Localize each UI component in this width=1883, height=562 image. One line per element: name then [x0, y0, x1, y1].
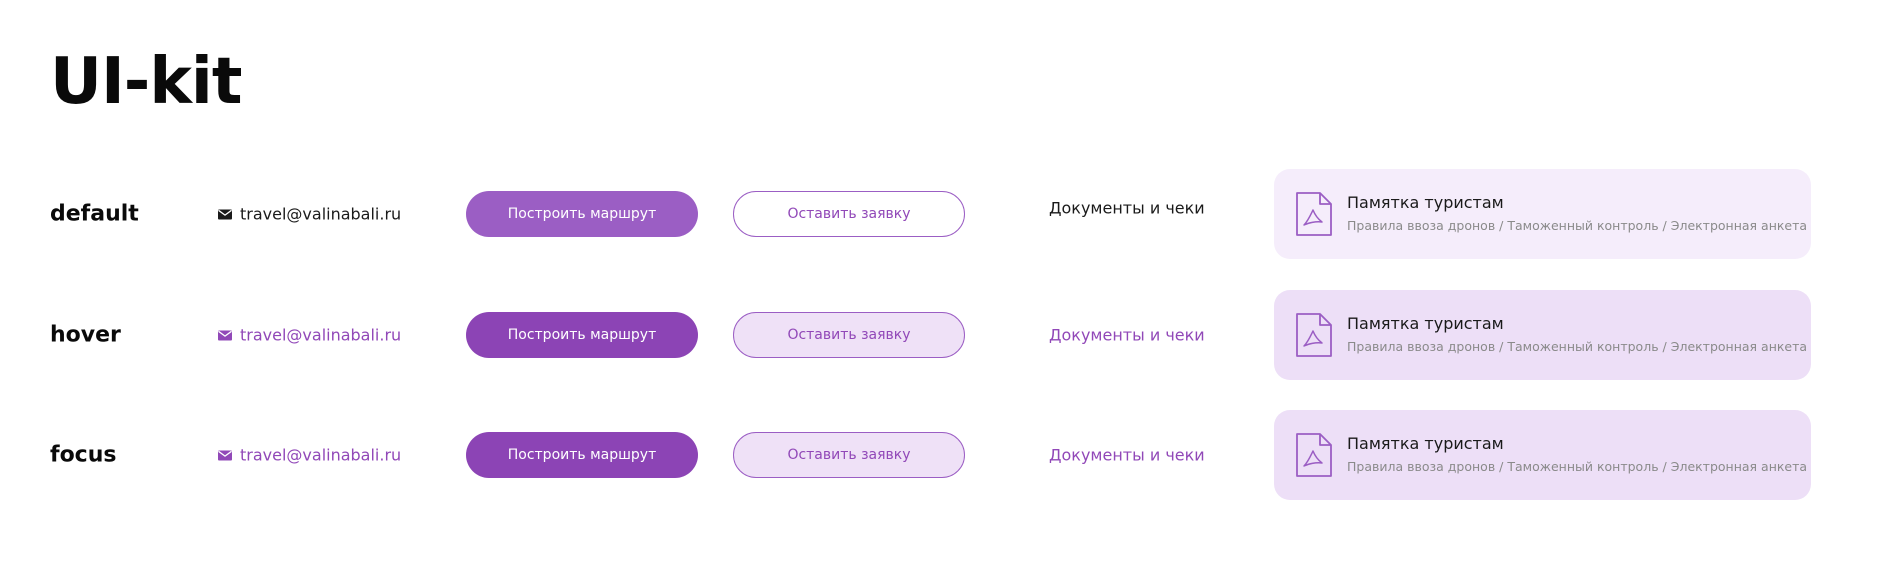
- tourist-memo-card[interactable]: Памятка туристам Правила ввоза дронов / …: [1274, 410, 1811, 500]
- leave-request-button[interactable]: Оставить заявку: [733, 191, 965, 237]
- leave-request-button[interactable]: Оставить заявку: [733, 432, 965, 478]
- build-route-button[interactable]: Построить маршрут: [466, 191, 698, 237]
- email-link[interactable]: travel@valinabali.ru: [218, 446, 401, 465]
- email-link[interactable]: travel@valinabali.ru: [218, 326, 401, 345]
- state-row-focus: focus travel@valinabali.ru Построить мар…: [0, 410, 1883, 500]
- leave-request-button[interactable]: Оставить заявку: [733, 312, 965, 358]
- tourist-memo-card[interactable]: Памятка туристам Правила ввоза дронов / …: [1274, 169, 1811, 259]
- documents-link[interactable]: Документы и чеки: [1049, 198, 1205, 218]
- pdf-file-icon: [1296, 192, 1332, 236]
- card-subtitle: Правила ввоза дронов / Таможенный контро…: [1347, 218, 1808, 233]
- email-text: travel@valinabali.ru: [240, 204, 402, 224]
- build-route-button[interactable]: Построить маршрут: [466, 312, 698, 358]
- state-row-default: default travel@valinabali.ru Построить м…: [0, 169, 1883, 259]
- documents-link[interactable]: Документы и чеки: [1049, 325, 1205, 345]
- card-title: Памятка туристам: [1347, 434, 1504, 453]
- state-row-hover: hover travel@valinabali.ru Построить мар…: [0, 290, 1883, 380]
- envelope-icon: [218, 209, 232, 219]
- card-subtitle: Правила ввоза дронов / Таможенный контро…: [1347, 459, 1808, 474]
- state-label: default: [50, 201, 139, 227]
- email-text: travel@valinabali.ru: [240, 445, 402, 465]
- email-text: travel@valinabali.ru: [240, 325, 402, 345]
- card-title: Памятка туристам: [1347, 193, 1504, 212]
- card-title: Памятка туристам: [1347, 314, 1504, 333]
- state-label: focus: [50, 442, 117, 468]
- pdf-file-icon: [1296, 433, 1332, 477]
- build-route-button[interactable]: Построить маршрут: [466, 432, 698, 478]
- state-label: hover: [50, 322, 121, 348]
- documents-link[interactable]: Документы и чеки: [1049, 445, 1205, 465]
- pdf-file-icon: [1296, 313, 1332, 357]
- page-title: UI-kit: [50, 45, 242, 119]
- email-link[interactable]: travel@valinabali.ru: [218, 205, 401, 224]
- card-subtitle: Правила ввоза дронов / Таможенный контро…: [1347, 339, 1808, 354]
- envelope-icon: [218, 330, 232, 340]
- envelope-icon: [218, 450, 232, 460]
- tourist-memo-card[interactable]: Памятка туристам Правила ввоза дронов / …: [1274, 290, 1811, 380]
